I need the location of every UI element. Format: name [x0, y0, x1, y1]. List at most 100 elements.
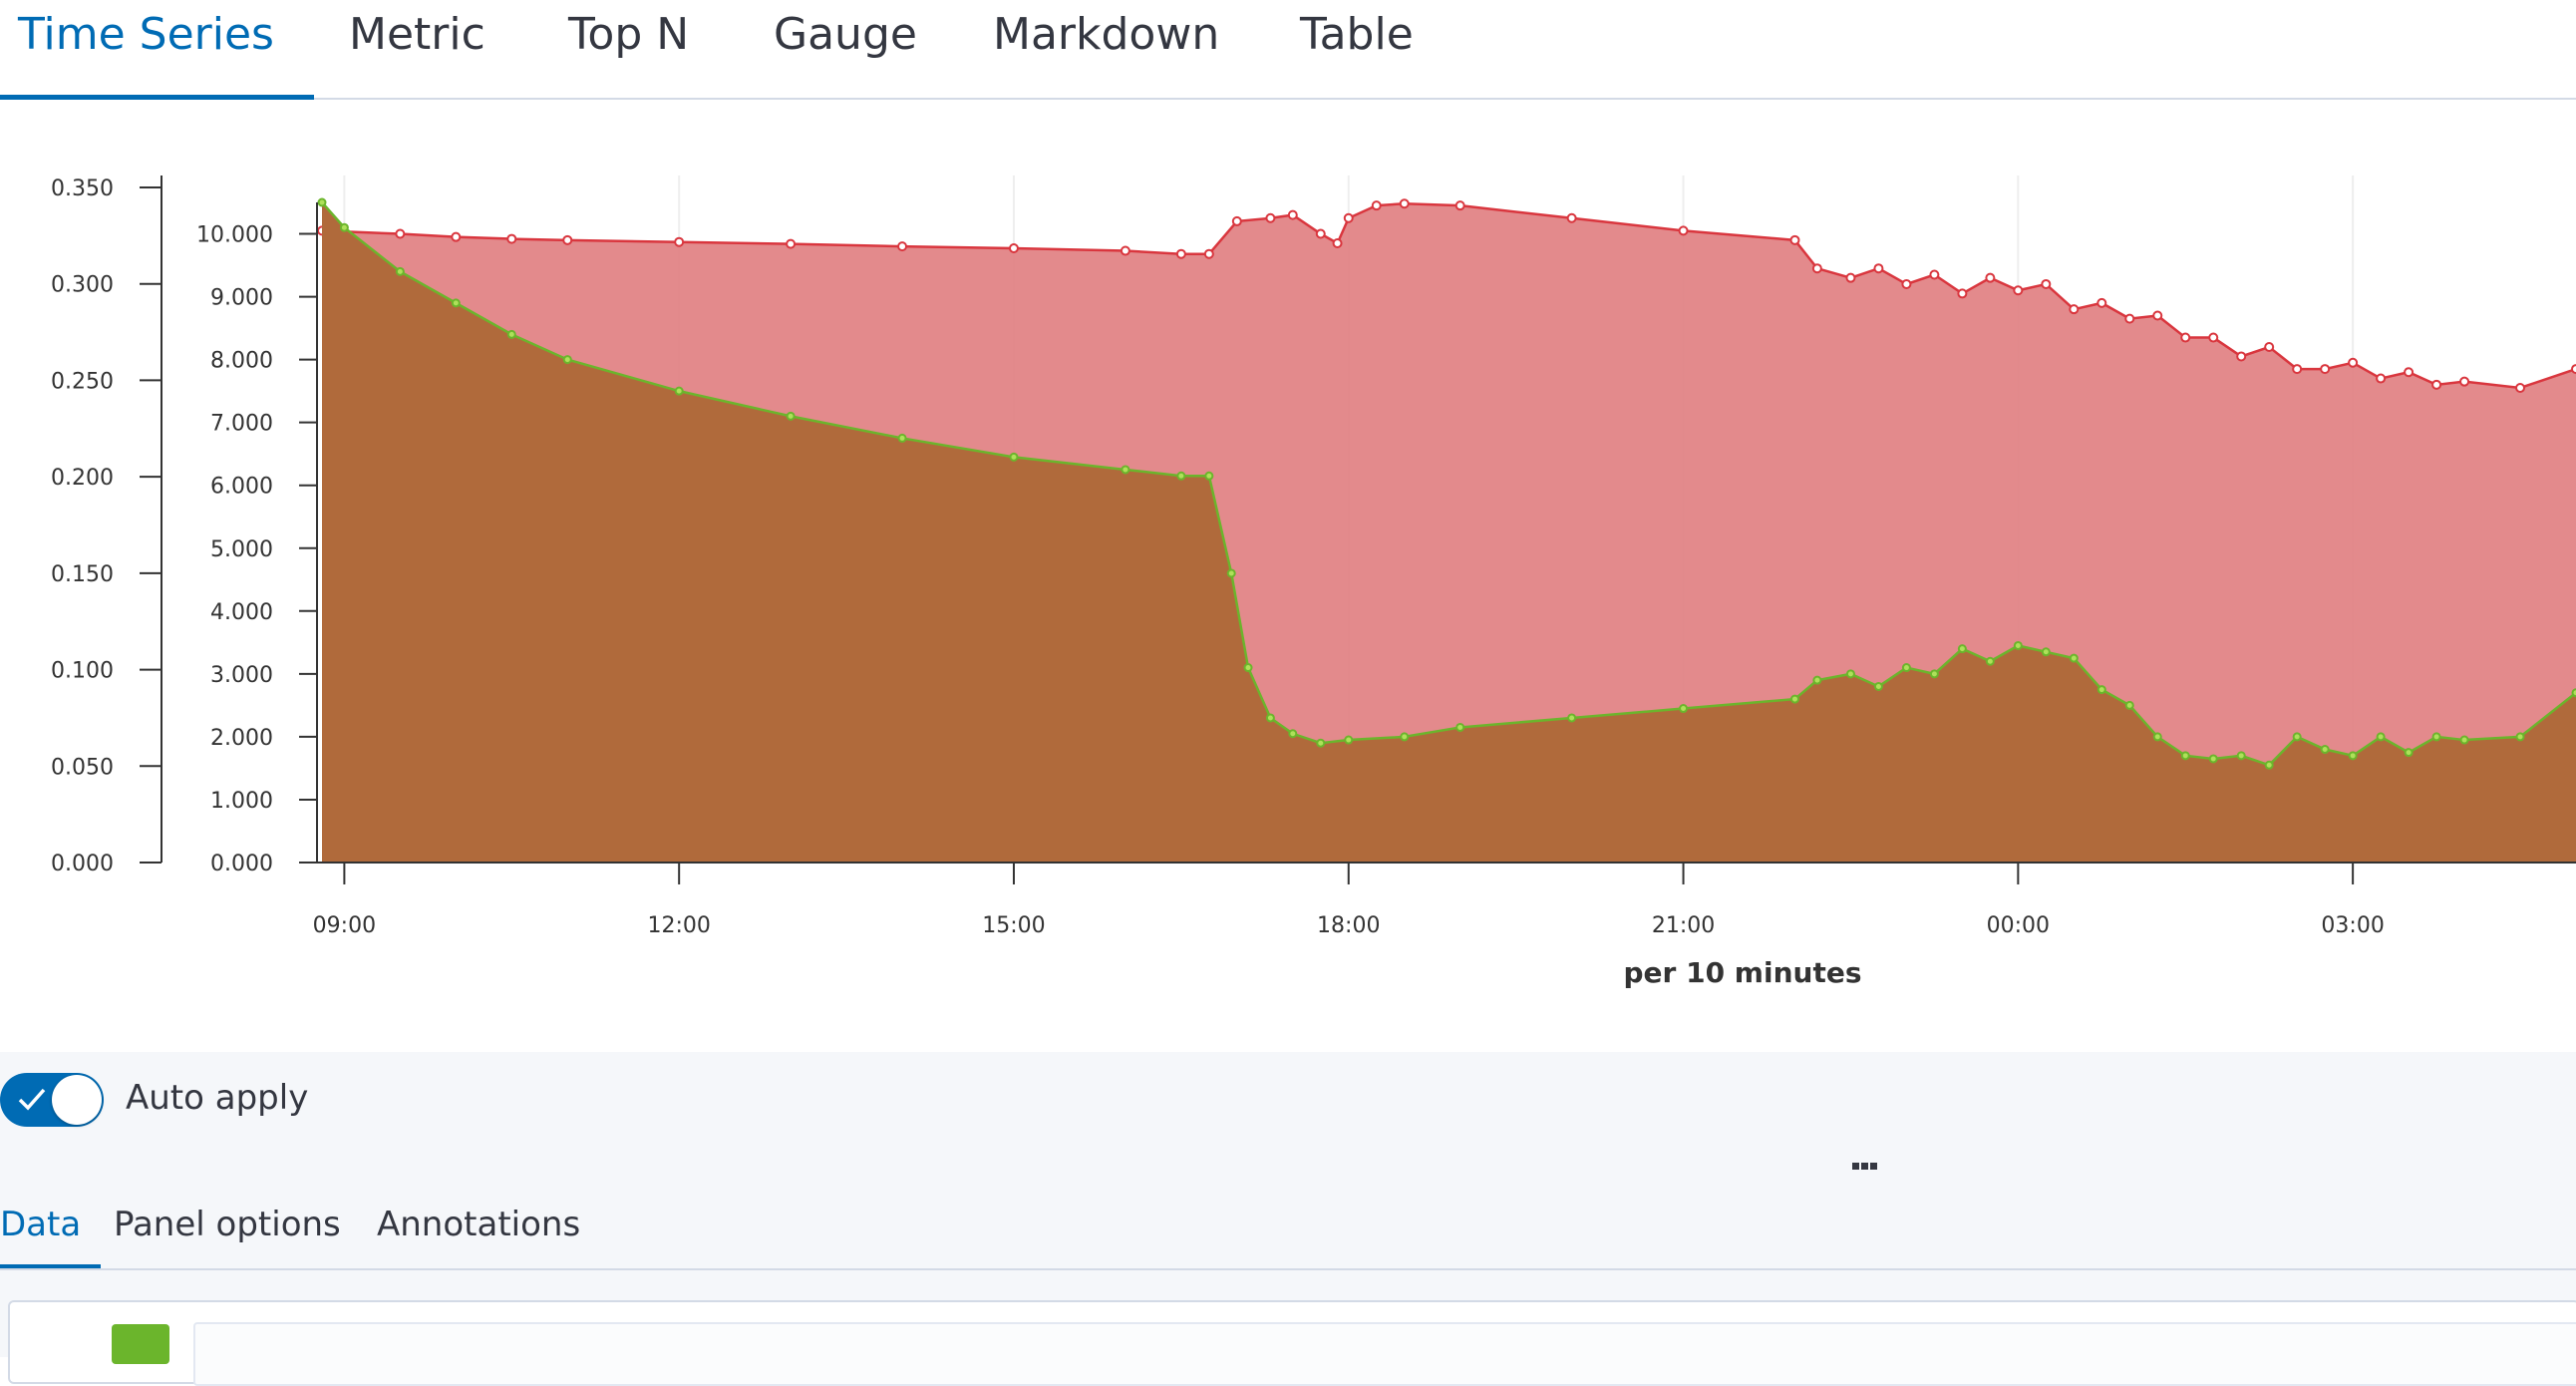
chart-canvas: 0.0000.0500.1000.1500.2000.2500.3000.350…: [0, 100, 2576, 1052]
series-point: [1289, 211, 1297, 219]
value-axis-tick-label: 5.000: [210, 537, 273, 562]
series-label-input[interactable]: [193, 1322, 2576, 1386]
series-point: [2071, 655, 2078, 662]
series-point: [2572, 365, 2576, 373]
series-point: [1317, 230, 1325, 238]
series-point: [2097, 299, 2105, 307]
series-point: [397, 268, 404, 275]
tab-markdown[interactable]: Markdown: [993, 0, 1219, 98]
series-point: [1930, 271, 1938, 279]
value-axis-tick-label: 6.000: [210, 475, 273, 500]
series-point: [2043, 648, 2050, 655]
series-point: [1345, 737, 1352, 744]
series-point: [1568, 714, 1575, 721]
series-point: [1122, 466, 1128, 473]
series-point: [2015, 642, 2022, 649]
series-point: [1373, 201, 1381, 209]
series-point: [508, 331, 515, 338]
series-point: [507, 235, 515, 243]
tab-data[interactable]: Data: [0, 1205, 81, 1244]
series-point: [2461, 737, 2468, 744]
series-point: [563, 236, 571, 244]
series-point: [1874, 264, 1882, 272]
series-point: [2125, 315, 2133, 323]
value-axis-tick-label: 10.000: [196, 223, 273, 248]
panel-resize-handle[interactable]: [1852, 1155, 1882, 1167]
series-point: [1568, 214, 1576, 222]
series-point: [1986, 274, 1994, 282]
series-point: [2210, 755, 2217, 762]
series-point: [2209, 334, 2217, 342]
series-point: [2378, 733, 2385, 740]
series-point: [2238, 752, 2245, 759]
series-point: [1875, 683, 1882, 690]
series-point: [1267, 714, 1274, 721]
series-point: [1680, 705, 1687, 712]
x-axis-tick-label: 00:00: [1987, 913, 2050, 938]
series-point: [787, 240, 795, 248]
series-point: [1317, 740, 1324, 747]
tab-top-n[interactable]: Top N: [568, 0, 689, 98]
series-point: [2126, 702, 2133, 709]
series-point: [1401, 733, 1408, 740]
series-point: [1228, 569, 1235, 576]
series-point: [564, 356, 571, 363]
x-axis-tick-label: 18:00: [1317, 913, 1380, 938]
x-axis-tick-label: 21:00: [1652, 913, 1715, 938]
editor-tabs: Data Panel options Annotations: [0, 1187, 2576, 1270]
series-point: [2517, 733, 2524, 740]
series-point: [2350, 752, 2357, 759]
tab-panel-options[interactable]: Panel options: [114, 1205, 341, 1244]
series-config-row: [8, 1300, 2576, 1384]
tab-annotations[interactable]: Annotations: [377, 1205, 580, 1244]
series-point: [1902, 280, 1910, 288]
series-point: [2265, 343, 2273, 351]
chart-areas: [318, 199, 2576, 864]
series-point: [2322, 746, 2329, 753]
tab-time-series[interactable]: Time Series: [18, 0, 274, 98]
series-point: [452, 233, 460, 241]
left-axis-tick-label: 0.100: [51, 659, 114, 684]
series-point: [1401, 199, 1409, 207]
series-color-picker[interactable]: [112, 1324, 169, 1364]
series-point: [899, 435, 906, 442]
left-axis-tick-label: 0.250: [51, 369, 114, 394]
series-point: [2181, 334, 2189, 342]
auto-apply-toggle[interactable]: [0, 1073, 104, 1127]
tab-table[interactable]: Table: [1300, 0, 1414, 98]
series-point: [1010, 454, 1017, 461]
series-point: [1846, 274, 1854, 282]
series-point: [1903, 664, 1910, 671]
series-point: [1233, 217, 1241, 225]
series-point: [1177, 250, 1185, 258]
value-axis-tick-label: 2.000: [210, 726, 273, 751]
tab-gauge[interactable]: Gauge: [774, 0, 917, 98]
series-point: [2432, 381, 2440, 389]
value-axis-tick-label: 8.000: [210, 349, 273, 374]
value-axis-tick-label: 4.000: [210, 600, 273, 625]
series-point: [2377, 375, 2385, 383]
series-point: [2014, 286, 2022, 294]
series-point: [2433, 733, 2440, 740]
x-axis-label: per 10 minutes: [1624, 956, 1862, 989]
series-point: [1958, 289, 1966, 297]
value-axis-tick-label: 7.000: [210, 412, 273, 437]
series-point: [2042, 280, 2050, 288]
series-point: [319, 199, 326, 206]
series-point: [341, 224, 348, 231]
series-point: [1456, 201, 1464, 209]
series-point: [1987, 658, 1994, 665]
tab-metric[interactable]: Metric: [349, 0, 485, 98]
series-point: [1791, 696, 1798, 703]
series-point: [1205, 250, 1213, 258]
series-point: [1456, 724, 1463, 731]
left-axis-tick-label: 0.000: [51, 852, 114, 876]
series-point: [1680, 226, 1688, 234]
series-point: [1266, 214, 1274, 222]
value-axis-tick-label: 0.000: [210, 852, 273, 876]
series-point: [2349, 359, 2357, 367]
left-axis-tick-label: 0.050: [51, 755, 114, 780]
series-point: [2405, 368, 2413, 376]
series-point: [1010, 244, 1018, 252]
